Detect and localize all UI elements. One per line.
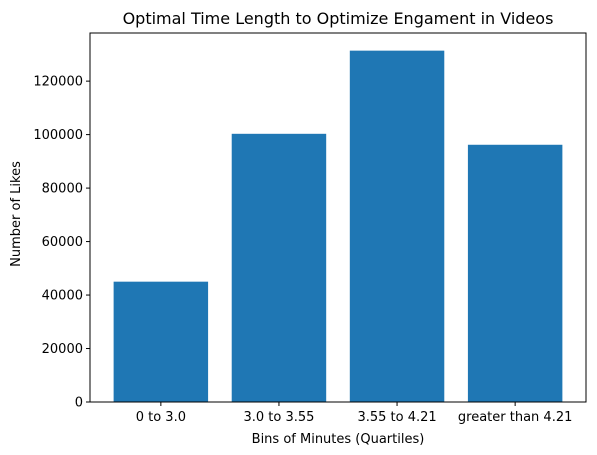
plot-frame: [89, 32, 587, 403]
x-axis-label: Bins of Minutes (Quartiles): [252, 432, 425, 447]
y-tick-label: 120000: [33, 75, 83, 90]
bar-3: [349, 50, 445, 402]
y-axis-label: Number of Likes: [9, 161, 24, 267]
y-tick-label: 80000: [42, 182, 83, 197]
x-tick-label: 3.0 to 3.55: [243, 410, 314, 425]
x-tick-label: greater than 4.21: [458, 410, 572, 425]
y-ticks-group: 0 20000 40000 60000 80000 100000 120000: [33, 75, 90, 411]
x-tick-label: 3.55 to 4.21: [357, 410, 436, 425]
bar-1: [113, 281, 209, 402]
chart-title: Optimal Time Length to Optimize Engament…: [123, 9, 554, 28]
x-ticks-group: 0 to 3.0 3.0 to 3.55 3.55 to 4.21 greater t…: [136, 402, 572, 425]
y-tick-label: 100000: [33, 128, 83, 143]
x-tick-label: 0 to 3.0: [136, 410, 186, 425]
y-tick-label: 60000: [42, 235, 83, 250]
bar-2: [231, 133, 327, 402]
axes-group: [89, 32, 587, 403]
bars-group: [113, 50, 563, 402]
y-tick-label: 20000: [42, 342, 83, 357]
bar-4: [467, 144, 563, 402]
y-tick-label: 0: [75, 396, 83, 411]
y-tick-label: 40000: [42, 289, 83, 304]
